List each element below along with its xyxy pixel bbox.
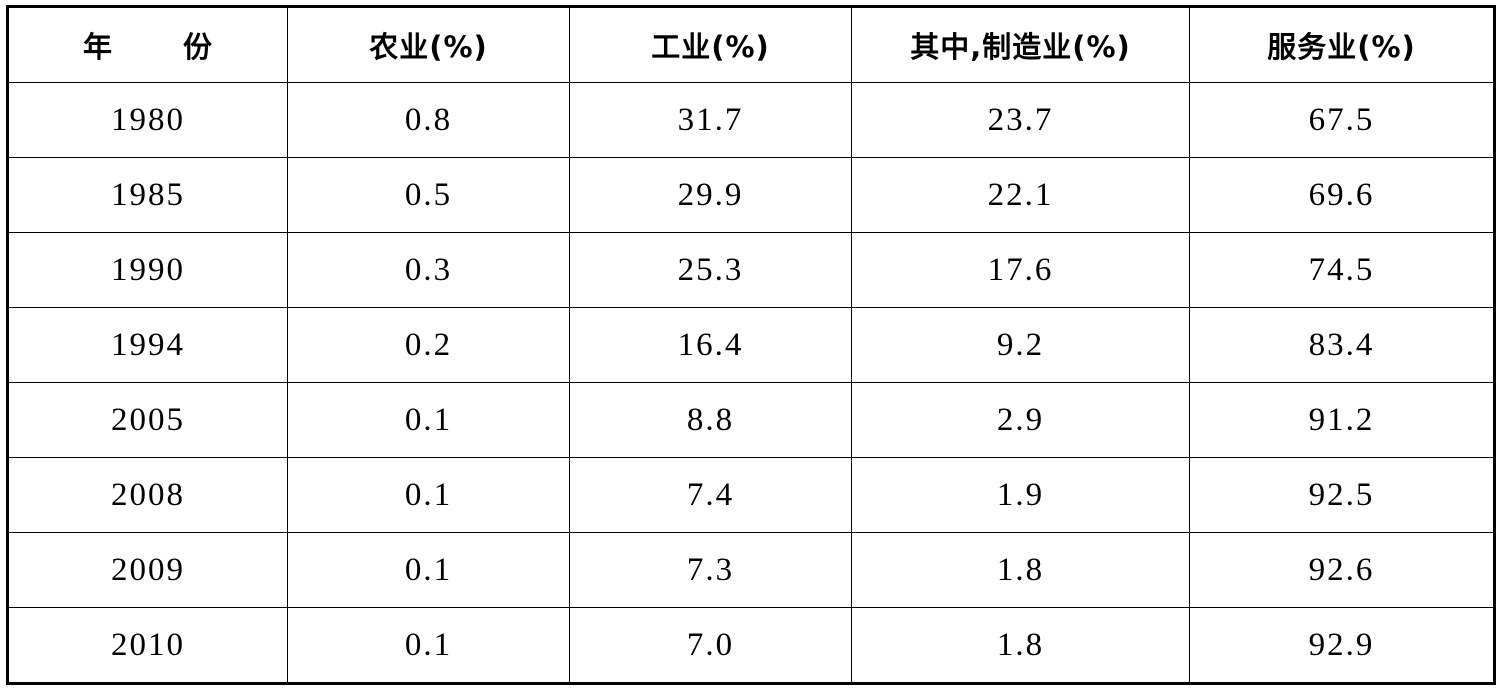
- cell-agriculture: 0.2: [287, 307, 570, 383]
- table-row: 1980 0.8 31.7 23.7 67.5: [7, 82, 1495, 158]
- cell-services: 74.5: [1189, 232, 1495, 308]
- cell-services: 83.4: [1189, 307, 1495, 383]
- cell-manufacturing: 17.6: [851, 232, 1190, 308]
- cell-industry: 7.3: [569, 532, 852, 608]
- header-agriculture: 农业(%): [287, 6, 570, 83]
- table-row: 2005 0.1 8.8 2.9 91.2: [7, 382, 1495, 458]
- data-table: 年份 农业(%) 工业(%) 其中,制造业(%) 服务业(%) 1980 0.8 3…: [6, 5, 1496, 685]
- header-year-char-1: 年: [82, 30, 113, 64]
- table-row: 2009 0.1 7.3 1.8 92.6: [7, 532, 1495, 608]
- cell-industry: 25.3: [569, 232, 852, 308]
- cell-manufacturing: 2.9: [851, 382, 1190, 458]
- cell-year: 1985: [7, 157, 288, 233]
- table-row: 2008 0.1 7.4 1.9 92.5: [7, 457, 1495, 533]
- cell-industry: 16.4: [569, 307, 852, 383]
- cell-services: 91.2: [1189, 382, 1495, 458]
- cell-services: 92.5: [1189, 457, 1495, 533]
- cell-agriculture: 0.5: [287, 157, 570, 233]
- cell-industry: 31.7: [569, 82, 852, 158]
- cell-agriculture: 0.1: [287, 457, 570, 533]
- header-industry: 工业(%): [569, 6, 852, 83]
- table-row: 1990 0.3 25.3 17.6 74.5: [7, 232, 1495, 308]
- cell-agriculture: 0.1: [287, 382, 570, 458]
- cell-year: 2009: [7, 532, 288, 608]
- header-row: 年份 农业(%) 工业(%) 其中,制造业(%) 服务业(%): [7, 6, 1495, 83]
- header-year-char-2: 份: [183, 30, 214, 64]
- cell-manufacturing: 1.9: [851, 457, 1190, 533]
- header-year: 年份: [7, 6, 288, 83]
- cell-services: 92.6: [1189, 532, 1495, 608]
- cell-industry: 7.0: [569, 607, 852, 684]
- cell-year: 2008: [7, 457, 288, 533]
- cell-industry: 7.4: [569, 457, 852, 533]
- header-manufacturing: 其中,制造业(%): [851, 6, 1190, 83]
- cell-manufacturing: 9.2: [851, 307, 1190, 383]
- cell-services: 92.9: [1189, 607, 1495, 684]
- cell-year: 2005: [7, 382, 288, 458]
- cell-agriculture: 0.1: [287, 532, 570, 608]
- cell-agriculture: 0.1: [287, 607, 570, 684]
- header-services: 服务业(%): [1189, 6, 1495, 83]
- cell-industry: 29.9: [569, 157, 852, 233]
- table-row: 1985 0.5 29.9 22.1 69.6: [7, 157, 1495, 233]
- cell-year: 1994: [7, 307, 288, 383]
- table-row: 2010 0.1 7.0 1.8 92.9: [7, 607, 1495, 684]
- cell-year: 1980: [7, 82, 288, 158]
- cell-year: 1990: [7, 232, 288, 308]
- cell-agriculture: 0.8: [287, 82, 570, 158]
- cell-manufacturing: 22.1: [851, 157, 1190, 233]
- cell-services: 67.5: [1189, 82, 1495, 158]
- cell-manufacturing: 23.7: [851, 82, 1190, 158]
- cell-industry: 8.8: [569, 382, 852, 458]
- cell-manufacturing: 1.8: [851, 532, 1190, 608]
- cell-year: 2010: [7, 607, 288, 684]
- cell-agriculture: 0.3: [287, 232, 570, 308]
- cell-services: 69.6: [1189, 157, 1495, 233]
- cell-manufacturing: 1.8: [851, 607, 1190, 684]
- table-row: 1994 0.2 16.4 9.2 83.4: [7, 307, 1495, 383]
